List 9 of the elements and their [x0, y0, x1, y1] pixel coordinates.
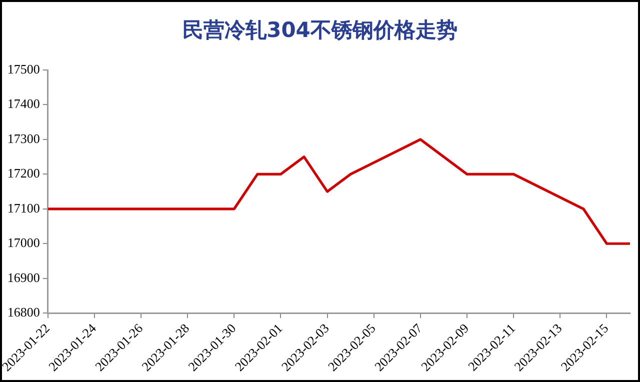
y-tick-label: 17100: [7, 200, 40, 216]
y-tick-label: 17500: [7, 61, 40, 76]
y-tick-label: 17000: [7, 235, 40, 250]
y-tick-label: 17400: [7, 96, 40, 112]
y-tick-label: 16800: [7, 304, 40, 320]
y-tick-label: 16900: [7, 270, 40, 285]
y-tick-label: 17300: [7, 130, 40, 146]
chart-title: 民营冷轧304不锈钢价格走势: [182, 17, 458, 44]
y-tick-label: 17200: [7, 166, 40, 181]
